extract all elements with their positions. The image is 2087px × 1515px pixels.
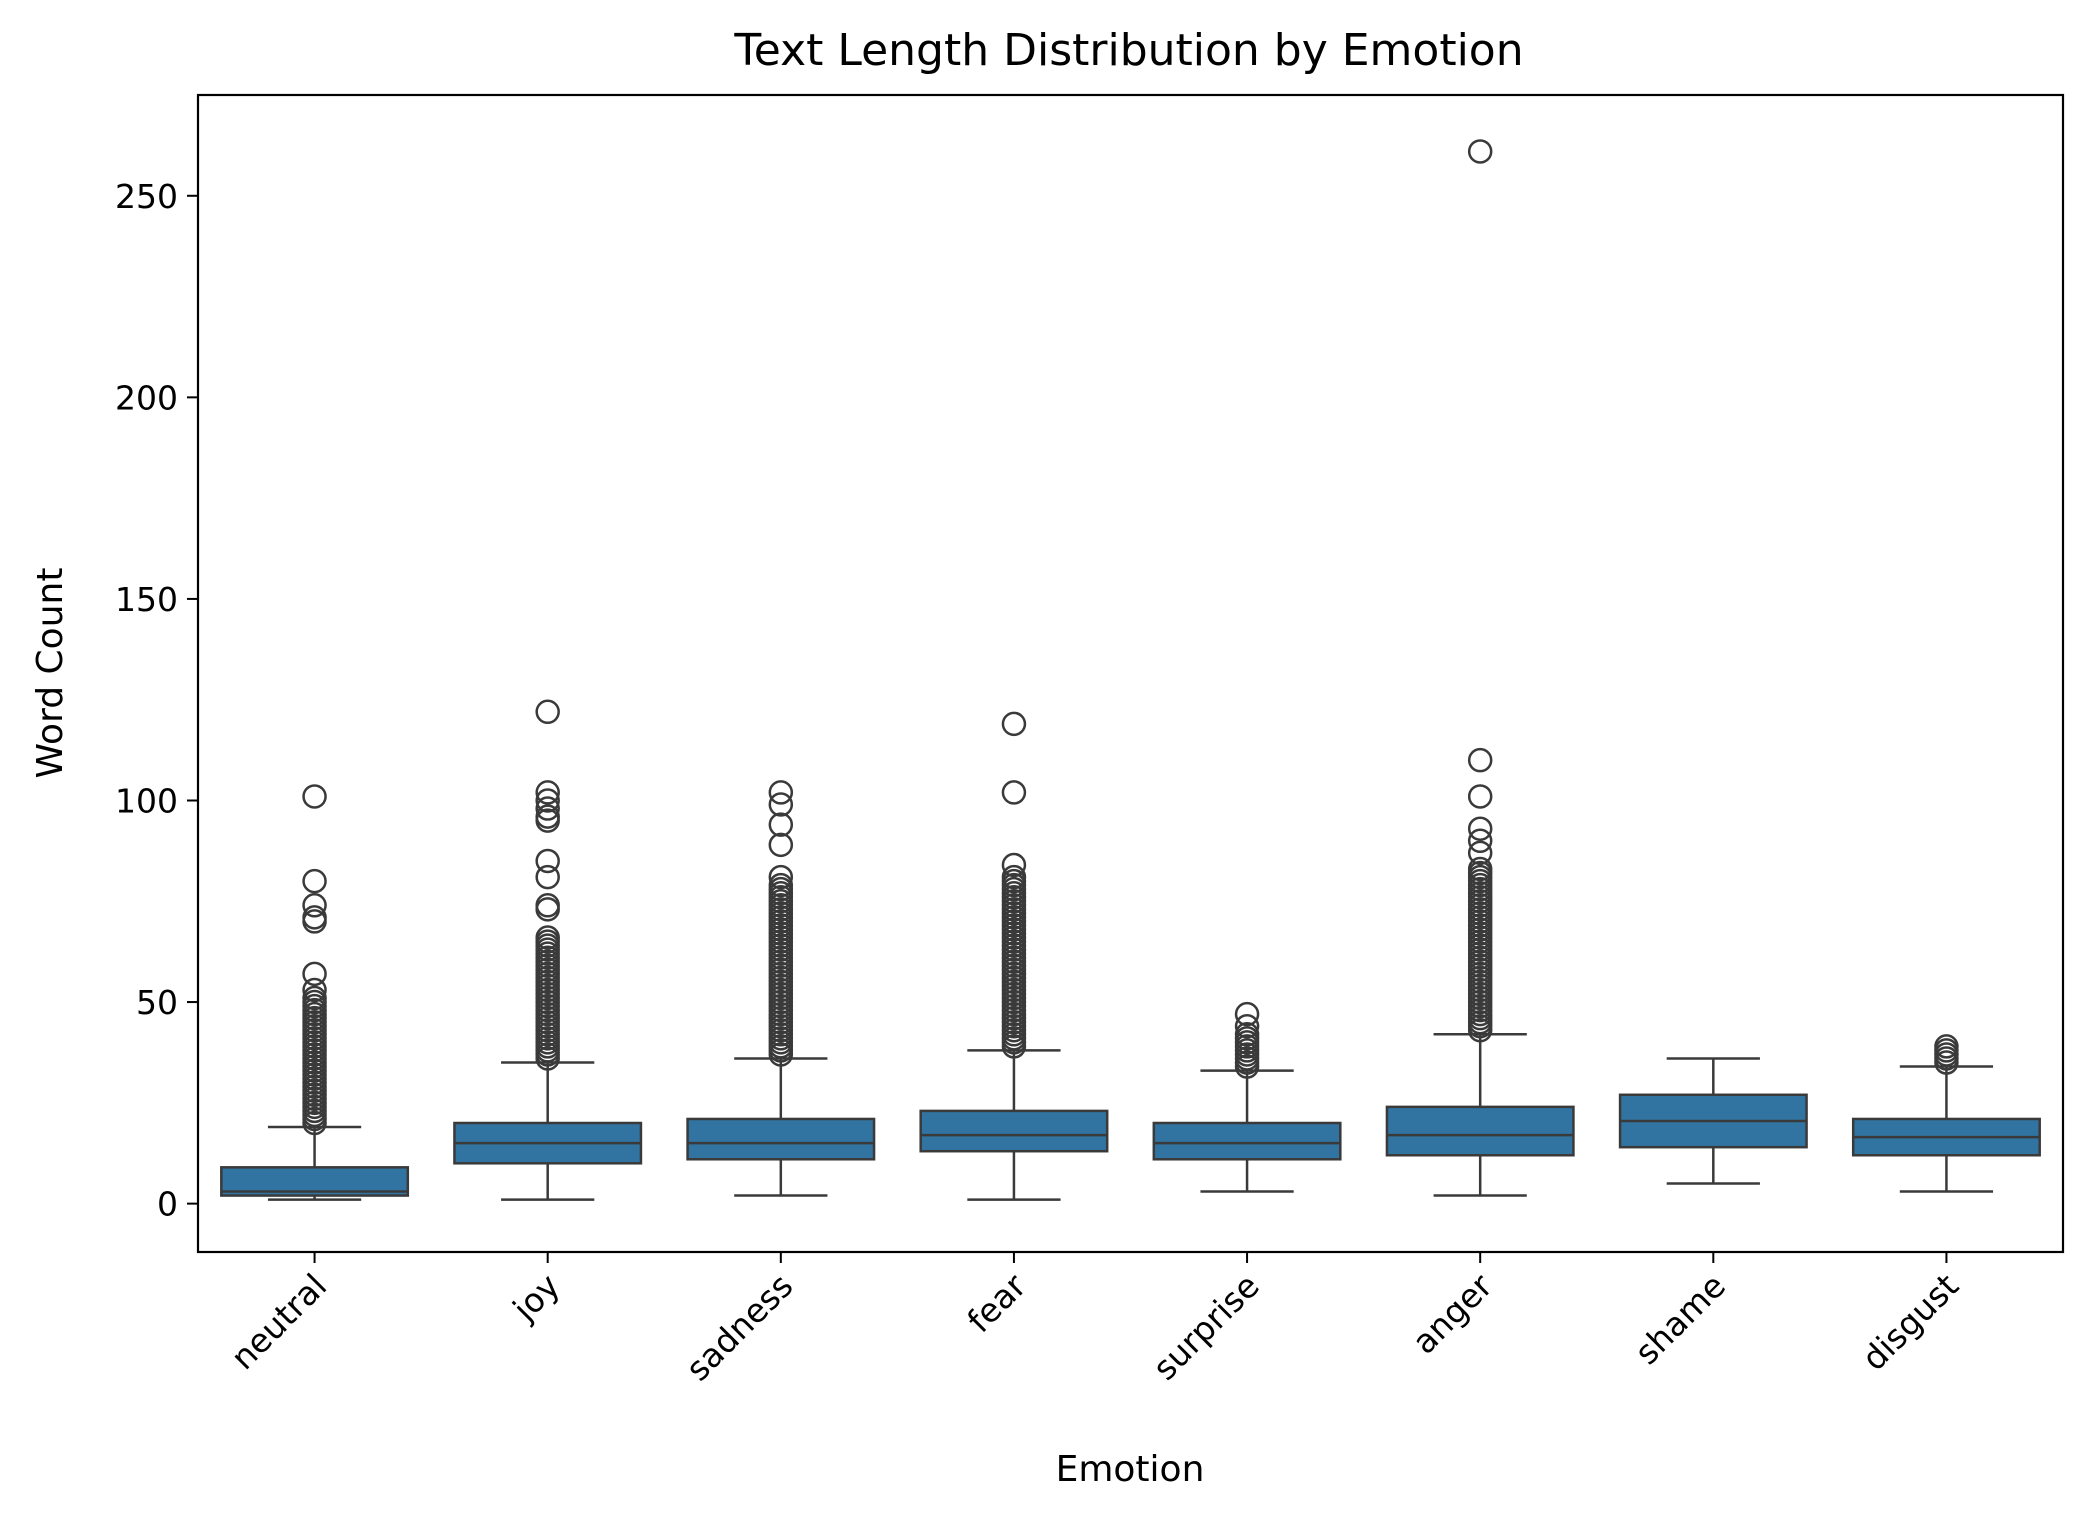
outlier-point (535, 864, 560, 890)
outlier-point (535, 796, 560, 821)
outlier-point (1934, 1050, 1959, 1075)
y-axis: 0 50 100 150 200 250 (115, 177, 198, 1224)
box-group-fear (919, 711, 1109, 1201)
box-group-joy (453, 699, 643, 1201)
box-group-neutral (220, 784, 410, 1201)
y-tick-label: 150 (115, 580, 178, 619)
y-tick-label: 0 (157, 1185, 178, 1224)
outlier-point (1467, 1018, 1493, 1043)
box-group-shame (1618, 1057, 1808, 1185)
outlier-point (768, 1042, 794, 1067)
outlier-point (768, 832, 794, 858)
outlier-point (1234, 1001, 1260, 1027)
outlier-point (1001, 780, 1027, 805)
outlier-point (302, 868, 327, 894)
outlier-point (1001, 1034, 1027, 1059)
outlier-point (1001, 711, 1027, 737)
outlier-point (1001, 852, 1027, 878)
box-group-anger (1385, 139, 1575, 1197)
outlier-point (1467, 747, 1493, 773)
outlier-point (302, 893, 327, 918)
y-tick-label: 200 (115, 378, 178, 417)
y-tick-label: 100 (115, 781, 178, 820)
outlier-point (768, 780, 794, 805)
outlier-point (302, 977, 327, 1003)
outlier-point (535, 1046, 560, 1071)
plot-area (220, 139, 2041, 1201)
box-group-disgust (1851, 1034, 2041, 1193)
outlier-point (1467, 816, 1493, 841)
outlier-point (1467, 828, 1493, 854)
box-iqr (1152, 1121, 1342, 1161)
outlier-point (535, 788, 560, 813)
axes-frame (196, 93, 2065, 1254)
outlier-point (1467, 139, 1493, 164)
outlier-point (768, 812, 794, 837)
outlier-point (768, 792, 794, 817)
outlier-point (1234, 1054, 1260, 1079)
y-axis-label: Word Count (30, 568, 71, 779)
box-group-surprise (1152, 1001, 1342, 1193)
outlier-point (535, 897, 560, 922)
outlier-point (1467, 840, 1493, 866)
box-iqr (919, 1109, 1109, 1153)
y-tick-label: 50 (136, 983, 178, 1022)
outlier-point (768, 864, 794, 890)
outlier-point (535, 808, 560, 833)
box-iqr (1385, 1105, 1575, 1157)
outlier-point (302, 1110, 327, 1136)
outlier-point (302, 784, 327, 809)
chart-title: Text Length Distribution by Emotion (733, 25, 1523, 76)
outlier-point (535, 699, 560, 725)
box-group-sadness (686, 780, 876, 1197)
outlier-point (302, 961, 327, 987)
box-iqr (686, 1117, 876, 1161)
x-axis-label: Emotion (1056, 1449, 1205, 1490)
outlier-point (1467, 784, 1493, 809)
outlier-point (302, 909, 327, 934)
outlier-point (535, 848, 560, 874)
outlier-point (535, 780, 560, 805)
outlier-point (1234, 1013, 1260, 1039)
y-tick-label: 250 (115, 177, 178, 216)
